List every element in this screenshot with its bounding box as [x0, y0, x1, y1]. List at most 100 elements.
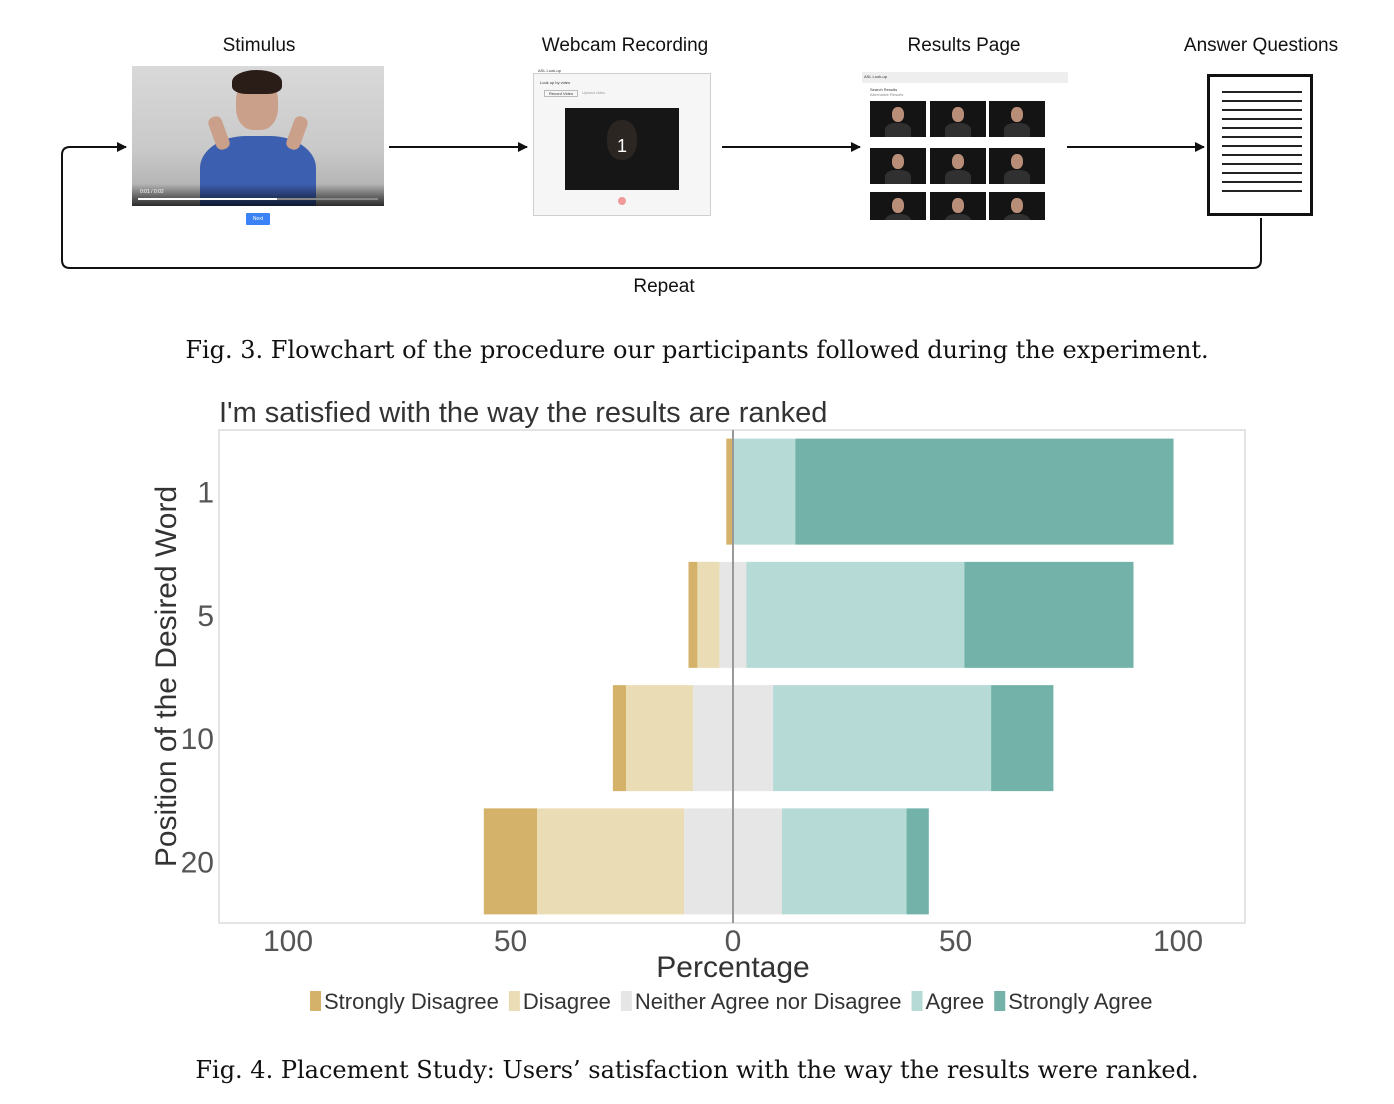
webcam-subheader: Look up by video [540, 80, 571, 85]
next-button: Next [246, 213, 270, 225]
document-line [1222, 181, 1302, 183]
y-tick-label: 1 [197, 477, 214, 510]
thumbnail-signer-head [952, 198, 964, 213]
thumbnail-signer-body [1004, 170, 1030, 184]
document-line [1222, 109, 1302, 111]
document-line [1222, 145, 1302, 147]
webcam-frame: 1 [565, 108, 679, 190]
result-thumbnail [930, 192, 986, 220]
webcam-tab-record: Record Video [544, 90, 579, 97]
bar-disagree-row-10 [626, 685, 693, 792]
result-thumbnail [870, 148, 926, 184]
results-page-thumbnail: ASL Look-up Search Results Alternative R… [862, 72, 1068, 220]
results-subtitle: Alternative Results [870, 92, 904, 97]
bar-agree-row-1 [733, 438, 796, 545]
result-thumbnail [989, 101, 1045, 137]
questionnaire-document-icon [1207, 74, 1313, 216]
figure-4-caption: Fig. 4. Placement Study: Users’ satisfac… [195, 1056, 1199, 1084]
x-tick-label: 100 [263, 925, 313, 958]
document-line [1222, 163, 1302, 165]
thumbnail-signer-body [945, 170, 971, 184]
document-line [1222, 172, 1302, 174]
document-line [1222, 118, 1302, 120]
document-line [1222, 136, 1302, 138]
bar-strongly-agree-row-10 [991, 685, 1054, 792]
document-line [1222, 100, 1302, 102]
legend-label: Strongly Agree [1008, 989, 1152, 1014]
figure-3-caption: Fig. 3. Flowchart of the procedure our p… [185, 336, 1209, 364]
result-thumbnail [930, 101, 986, 137]
thumbnail-signer-body [945, 214, 971, 220]
legend-swatch [310, 991, 321, 1011]
thumbnail-signer-body [885, 214, 911, 220]
thumbnail-signer-body [885, 170, 911, 184]
thumbnail-signer-head [1011, 198, 1023, 213]
x-tick-label: 50 [939, 925, 972, 958]
thumbnail-signer-head [952, 154, 964, 169]
thumbnail-signer-head [952, 107, 964, 122]
bar-strongly-agree-row-1 [795, 438, 1174, 545]
person-hair [232, 70, 282, 94]
bar-agree-row-10 [773, 685, 992, 792]
legend-label: Neither Agree nor Disagree [635, 989, 902, 1014]
legend-swatch [508, 991, 520, 1011]
webcam-page-thumbnail: ASL Look-up Look up by video Record Vide… [533, 68, 711, 216]
thumbnail-signer-head [1011, 107, 1023, 122]
stage-label-results: Results Page [907, 35, 1021, 56]
bar-agree-row-20 [781, 808, 907, 915]
results-header: ASL Look-up [864, 74, 887, 79]
likert-chart: I'm satisfied with the way the results a… [150, 397, 1246, 1014]
result-thumbnail [989, 192, 1045, 220]
y-axis-label: Position of the Desired Word [150, 486, 183, 867]
video-time: 0:01 / 0:02 [140, 189, 164, 195]
result-thumbnail [930, 148, 986, 184]
document-line [1222, 127, 1302, 129]
x-tick-label: 0 [725, 925, 742, 958]
video-progress-bar [138, 198, 378, 200]
thumbnail-signer-head [1011, 154, 1023, 169]
thumbnail-signer-head [892, 154, 904, 169]
record-indicator-icon [618, 197, 626, 205]
bar-strongly-agree-row-5 [964, 561, 1134, 668]
y-tick-label: 5 [197, 600, 214, 633]
flowchart-connectors [61, 142, 1262, 269]
y-tick-label: 20 [181, 846, 214, 879]
bar-strongly-disagree-row-10 [612, 685, 627, 792]
webcam-header: ASL Look-up [538, 68, 561, 73]
results-title: Search Results [870, 87, 898, 92]
legend-label: Disagree [523, 989, 611, 1014]
video-controls [132, 184, 384, 206]
document-line [1222, 190, 1302, 192]
y-tick-label: 10 [181, 723, 214, 756]
bar-strongly-disagree-row-1 [726, 438, 733, 545]
x-axis-label: Percentage [656, 951, 809, 984]
result-thumbnail [989, 148, 1045, 184]
document-line [1222, 91, 1302, 93]
thumbnail-signer-body [885, 123, 911, 137]
legend-swatch [620, 991, 632, 1011]
legend-label: Strongly Disagree [324, 989, 499, 1014]
stimulus-video: 0:01 / 0:02 [132, 66, 384, 206]
bar-strongly-agree-row-20 [906, 808, 929, 915]
x-tick-label: 100 [1153, 925, 1203, 958]
chart-title: I'm satisfied with the way the results a… [219, 397, 827, 429]
video-progress-fill [138, 198, 278, 200]
thumbnail-signer-body [945, 123, 971, 137]
bar-strongly-disagree-row-5 [688, 561, 698, 668]
legend-swatch [994, 991, 1006, 1011]
repeat-label: Repeat [633, 276, 695, 297]
thumbnail-signer-head [892, 107, 904, 122]
thumbnail-signer-body [1004, 123, 1030, 137]
stage-label-stimulus: Stimulus [222, 35, 296, 56]
x-tick-label: 50 [494, 925, 527, 958]
results-topbar: ASL Look-up [862, 72, 1068, 83]
bar-agree-row-5 [746, 561, 965, 668]
legend-swatch [911, 991, 923, 1011]
legend-label: Agree [926, 989, 985, 1014]
webcam-tab-upload: Upload video [582, 90, 606, 95]
bar-disagree-row-5 [697, 561, 720, 668]
webcam-face [607, 120, 637, 160]
bar-disagree-row-20 [537, 808, 685, 915]
stage-label-webcam: Webcam Recording [541, 35, 709, 56]
result-thumbnail [870, 192, 926, 220]
